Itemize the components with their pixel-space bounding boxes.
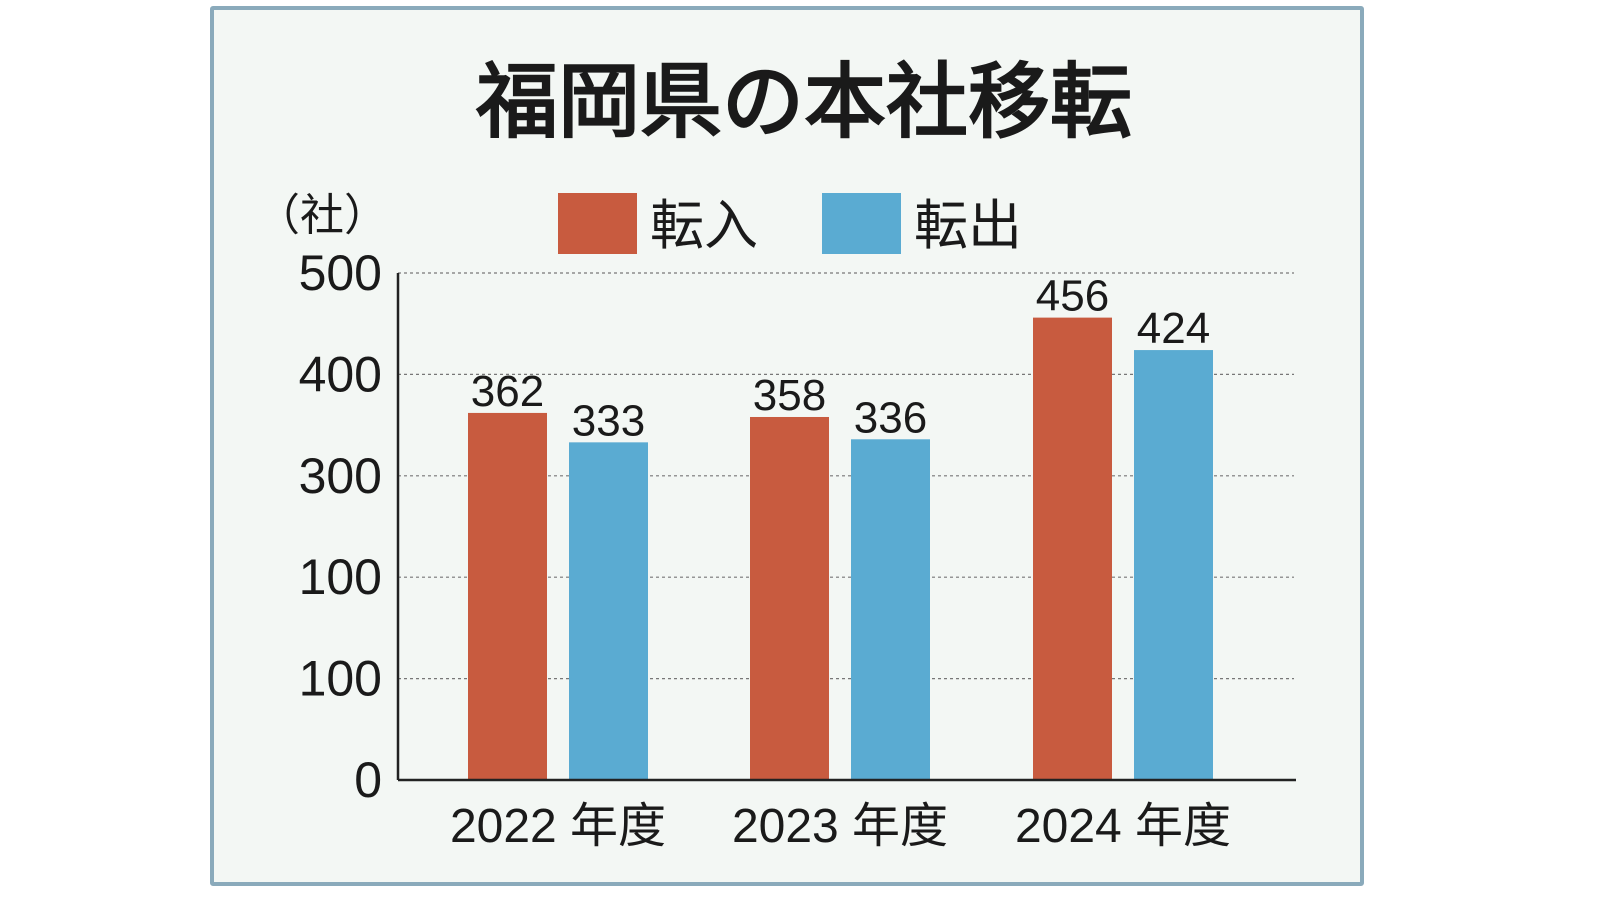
y-axis-ticks: 0 100 100 300 400 500 xyxy=(299,245,382,808)
chart-panel: 福岡県の本社移転 （社） 転入 転出 0 100 100 300 400 500 362 33… xyxy=(210,6,1364,886)
bar-in xyxy=(1033,317,1112,780)
x-tick-label: 2023 年度 xyxy=(732,800,948,853)
x-axis-labels: 2022 年度 2023 年度 2024 年度 xyxy=(450,800,1231,853)
bar-value-label: 333 xyxy=(572,396,645,445)
y-tick-label: 300 xyxy=(299,448,382,504)
bar-out xyxy=(569,442,648,780)
x-tick-label: 2024 年度 xyxy=(1015,800,1231,853)
axes xyxy=(396,273,1296,782)
legend-swatch-out xyxy=(822,193,901,254)
legend-label: 転出 xyxy=(914,196,1022,256)
bar-value-label: 456 xyxy=(1036,272,1109,321)
bar-value-label: 336 xyxy=(854,393,927,442)
bar-in xyxy=(750,416,829,780)
legend-swatch-in xyxy=(558,193,637,254)
y-tick-label: 0 xyxy=(354,752,382,808)
bars: 362 333 358 336 456 424 xyxy=(468,272,1213,780)
x-tick-label: 2022 年度 xyxy=(450,800,666,853)
bar-value-label: 424 xyxy=(1137,304,1210,353)
y-tick-label: 100 xyxy=(299,651,382,707)
bar-chart: 福岡県の本社移転 （社） 転入 転出 0 100 100 300 400 500 362 33… xyxy=(256,55,1296,853)
legend-label: 転入 xyxy=(650,196,758,256)
y-tick-label: 400 xyxy=(299,346,382,402)
bar-out xyxy=(1134,350,1213,780)
y-tick-label: 100 xyxy=(299,549,382,605)
chart-title: 福岡県の本社移転 xyxy=(475,55,1132,150)
bar-in xyxy=(468,412,547,780)
y-tick-label: 500 xyxy=(299,245,382,301)
y-axis-unit: （社） xyxy=(256,191,388,240)
legend: 転入 転出 xyxy=(558,193,1022,256)
bar-value-label: 358 xyxy=(753,371,826,420)
bar-value-label: 362 xyxy=(471,367,544,416)
bar-out xyxy=(851,439,930,780)
